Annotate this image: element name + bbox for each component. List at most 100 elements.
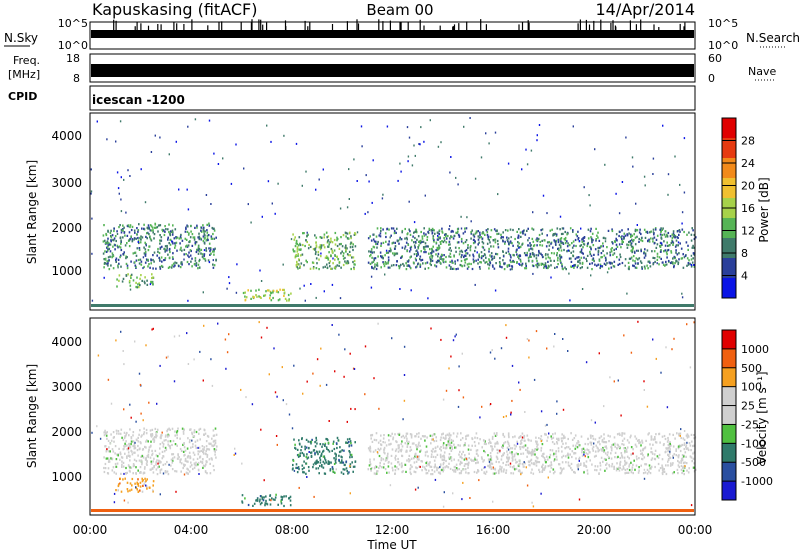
sparse-echo-cell: [478, 479, 480, 482]
echo-cell: [457, 267, 459, 270]
echo-cell: [623, 232, 626, 235]
echo-cell: [450, 444, 452, 447]
echo-cell: [300, 262, 303, 265]
echo-cell: [519, 447, 522, 451]
echo-cell: [386, 471, 388, 474]
echo-cell: [130, 466, 133, 469]
echo-cell: [547, 256, 550, 259]
echo-cell: [115, 465, 118, 468]
echo-cell: [468, 461, 470, 464]
echo-cell: [536, 445, 538, 448]
noise-spike: [218, 21, 220, 30]
echo-cell: [632, 463, 634, 466]
echo-cell: [179, 242, 181, 245]
sparse-echo-cell: [527, 244, 529, 247]
sparse-echo-cell: [384, 273, 386, 276]
echo-cell: [589, 262, 591, 265]
echo-cell: [150, 225, 153, 228]
sparse-echo-cell: [312, 372, 314, 375]
echo-cell: [637, 258, 639, 261]
echo-cell: [491, 255, 493, 258]
echo-cell: [534, 459, 537, 462]
echo-cell: [120, 239, 122, 242]
echo-cell: [557, 256, 559, 259]
echo-cell: [613, 248, 615, 251]
echo-cell: [448, 243, 450, 246]
echo-cell: [131, 440, 133, 443]
echo-cell: [379, 464, 381, 467]
echo-cell: [116, 278, 118, 281]
echo-cell: [661, 228, 663, 231]
echo-cell: [639, 260, 642, 263]
echo-cell: [694, 468, 697, 471]
echo-cell: [455, 231, 457, 234]
echo-cell: [280, 500, 282, 503]
echo-cell: [677, 236, 679, 239]
echo-cell: [135, 438, 138, 441]
echo-cell: [376, 470, 378, 473]
echo-cell: [129, 428, 131, 431]
echo-cell: [165, 448, 168, 451]
echo-cell: [419, 450, 421, 453]
echo-cell: [460, 264, 463, 267]
echo-cell: [673, 234, 675, 237]
echo-cell: [145, 480, 147, 483]
echo-cell: [677, 261, 680, 264]
sparse-echo-cell: [408, 264, 410, 267]
echo-cell: [541, 465, 543, 468]
echo-cell: [383, 434, 385, 437]
echo-cell: [586, 472, 589, 475]
sparse-echo-cell: [267, 180, 270, 183]
sparse-echo-cell: [488, 142, 490, 145]
echo-cell: [201, 445, 204, 448]
echo-cell: [692, 466, 695, 469]
echo-cell: [552, 433, 554, 436]
echo-cell: [334, 459, 337, 462]
echo-cell: [209, 248, 212, 251]
echo-cell: [635, 229, 638, 232]
echo-cell: [448, 255, 450, 258]
echo-cell: [568, 244, 571, 247]
echo-cell: [610, 452, 612, 455]
echo-cell: [164, 245, 167, 248]
echo-cell: [672, 230, 675, 233]
echo-cell: [105, 457, 108, 460]
echo-cell: [160, 236, 163, 239]
echo-cell: [670, 250, 672, 253]
echo-cell: [400, 238, 403, 241]
echo-cell: [670, 241, 673, 245]
sparse-echo-cell: [245, 396, 247, 399]
echo-cell: [521, 462, 524, 466]
echo-cell: [406, 250, 408, 253]
echo-cell: [597, 236, 599, 239]
echo-cell: [541, 443, 544, 446]
echo-cell: [591, 435, 594, 438]
echo-cell: [107, 256, 110, 259]
noise-spike: [356, 19, 358, 30]
near-range-echo-band: [91, 304, 694, 307]
sparse-echo-cell: [299, 287, 301, 290]
echo-cell: [167, 440, 169, 443]
echo-cell: [200, 449, 203, 452]
echo-cell: [464, 230, 466, 233]
sparse-echo-cell: [327, 240, 329, 243]
noise-spike: [160, 24, 162, 30]
echo-cell: [519, 435, 521, 439]
echo-cell: [621, 241, 624, 244]
echo-cell: [512, 253, 514, 257]
echo-cell: [682, 469, 685, 472]
echo-cell: [573, 266, 575, 269]
noise-spike: [679, 23, 681, 30]
noise-left-tick-bottom: 10^0: [58, 39, 88, 52]
echo-cell: [461, 265, 464, 268]
echo-cell: [187, 233, 190, 236]
echo-cell: [118, 432, 120, 435]
echo-cell: [574, 434, 577, 437]
echo-cell: [547, 458, 549, 461]
echo-cell: [136, 286, 139, 289]
echo-cell: [418, 465, 421, 468]
echo-cell: [429, 461, 431, 464]
echo-cell: [474, 249, 476, 253]
echo-cell: [575, 457, 577, 460]
sparse-echo-cell: [449, 171, 451, 174]
